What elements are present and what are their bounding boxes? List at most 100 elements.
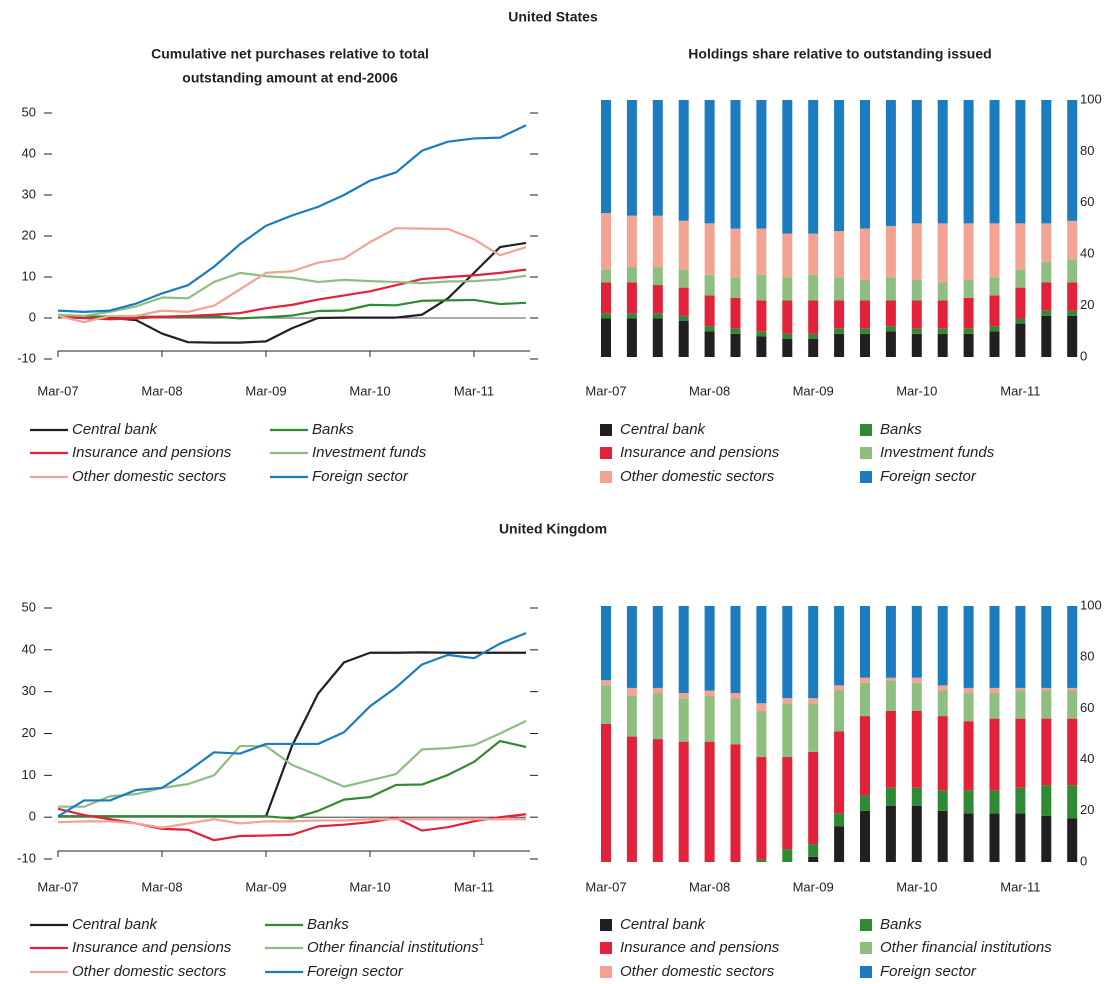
x-tick-label: Mar-07 bbox=[37, 879, 78, 894]
y-tick-label: 20 bbox=[1080, 802, 1094, 817]
x-tick-label: Mar-07 bbox=[585, 879, 626, 894]
bar-segment bbox=[1041, 261, 1052, 283]
legend-swatch bbox=[600, 471, 612, 483]
bar-segment bbox=[1067, 606, 1078, 688]
bar-segment bbox=[885, 606, 896, 678]
x-tick-label: Mar-09 bbox=[793, 383, 834, 398]
bar-segment bbox=[1015, 787, 1026, 814]
bar-segment bbox=[782, 233, 793, 278]
bar-segment bbox=[989, 223, 1000, 278]
bar-segment bbox=[1015, 687, 1026, 691]
bar-segment bbox=[1015, 318, 1026, 324]
bar-segment bbox=[963, 223, 974, 280]
bar-segment bbox=[808, 703, 819, 752]
bar-segment bbox=[652, 313, 663, 319]
bar-segment bbox=[885, 326, 896, 332]
bar-segment bbox=[678, 606, 689, 694]
bar-segment bbox=[601, 100, 611, 214]
bar-segment bbox=[626, 100, 637, 216]
bar-segment bbox=[860, 279, 870, 301]
legend-label: Central bank bbox=[72, 421, 159, 438]
legend-label: Central bank bbox=[620, 421, 707, 438]
legend-label: Central bank bbox=[72, 916, 159, 933]
bar-segment bbox=[1015, 813, 1026, 862]
series-line bbox=[58, 719, 527, 808]
bar-segment bbox=[834, 606, 845, 686]
chart-title: Holdings share relative to outstanding i… bbox=[688, 46, 991, 62]
legend-label: Banks bbox=[307, 916, 349, 933]
bar-segment bbox=[885, 677, 896, 681]
bar-segment bbox=[808, 856, 819, 862]
bar-segment bbox=[756, 300, 767, 332]
bar-segment bbox=[1041, 718, 1052, 786]
bar-segment bbox=[1067, 310, 1078, 316]
bar-segment bbox=[885, 331, 896, 357]
bar-segment bbox=[963, 687, 974, 694]
section-title: United Kingdom bbox=[499, 521, 607, 537]
bar-segment bbox=[1041, 687, 1052, 691]
bar-segment bbox=[885, 100, 896, 226]
bar-segment bbox=[678, 315, 689, 322]
bar-segment bbox=[989, 693, 1000, 719]
bar-segment bbox=[860, 300, 870, 329]
bar-segment bbox=[652, 693, 663, 740]
y-tick-label: 40 bbox=[1080, 751, 1094, 766]
bar-segment bbox=[989, 813, 1000, 862]
y-tick-label: 0 bbox=[1080, 348, 1087, 363]
bar-segment bbox=[860, 100, 870, 229]
bar-segment bbox=[1067, 259, 1078, 283]
bar-segment bbox=[782, 277, 793, 301]
y-tick-label: 10 bbox=[22, 767, 36, 782]
x-tick-label: Mar-08 bbox=[141, 383, 182, 398]
bar-segment bbox=[834, 277, 845, 301]
x-tick-label: Mar-10 bbox=[896, 879, 937, 894]
bar-segment bbox=[1015, 100, 1026, 224]
bar-segment bbox=[808, 751, 819, 845]
bar-segment bbox=[963, 297, 974, 329]
bar-segment bbox=[1041, 815, 1052, 862]
x-tick-label: Mar-10 bbox=[349, 879, 390, 894]
bar-segment bbox=[678, 741, 689, 862]
bar-segment bbox=[860, 677, 870, 683]
legend-name: Investment funds bbox=[312, 444, 427, 461]
bar-segment bbox=[730, 606, 741, 694]
x-tick-label: Mar-07 bbox=[37, 383, 78, 398]
bar-segment bbox=[989, 718, 1000, 791]
x-tick-label: Mar-11 bbox=[1000, 383, 1040, 398]
legend-swatch bbox=[600, 424, 612, 436]
legend-name: Central bank bbox=[620, 421, 707, 438]
bar-segment bbox=[963, 328, 974, 334]
legend-name: Central bank bbox=[620, 916, 707, 933]
bar-segment bbox=[704, 326, 715, 332]
bar-segment bbox=[1041, 315, 1052, 357]
bar-segment bbox=[911, 328, 922, 334]
bar-segment bbox=[756, 703, 767, 711]
x-tick-label: Mar-11 bbox=[1000, 879, 1040, 894]
bar-segment bbox=[678, 100, 689, 221]
bar-segment bbox=[756, 331, 767, 337]
bar-segment bbox=[678, 269, 689, 288]
x-tick-label: Mar-08 bbox=[689, 879, 730, 894]
bar-segment bbox=[937, 716, 948, 791]
legend-name: Banks bbox=[880, 421, 922, 438]
bar-segment bbox=[704, 695, 715, 742]
bar-segment bbox=[808, 339, 819, 357]
legend-label: Investment funds bbox=[312, 444, 427, 461]
bar-segment bbox=[678, 698, 689, 742]
legend-label: Foreign sector bbox=[307, 963, 404, 980]
bar-segment bbox=[652, 100, 663, 216]
bar-segment bbox=[963, 790, 974, 814]
y-tick-label: 60 bbox=[1080, 194, 1094, 209]
bar-segment bbox=[730, 100, 741, 229]
bar-segment bbox=[860, 716, 870, 796]
bar-segment bbox=[885, 805, 896, 862]
bar-segment bbox=[626, 318, 637, 357]
bar-segment bbox=[730, 328, 741, 334]
legend-name: Insurance and pensions bbox=[620, 939, 780, 956]
legend-name: Banks bbox=[312, 421, 354, 438]
legend-label: Other domestic sectors bbox=[620, 963, 775, 980]
bar-segment bbox=[626, 695, 637, 737]
bar-segment bbox=[834, 731, 845, 814]
